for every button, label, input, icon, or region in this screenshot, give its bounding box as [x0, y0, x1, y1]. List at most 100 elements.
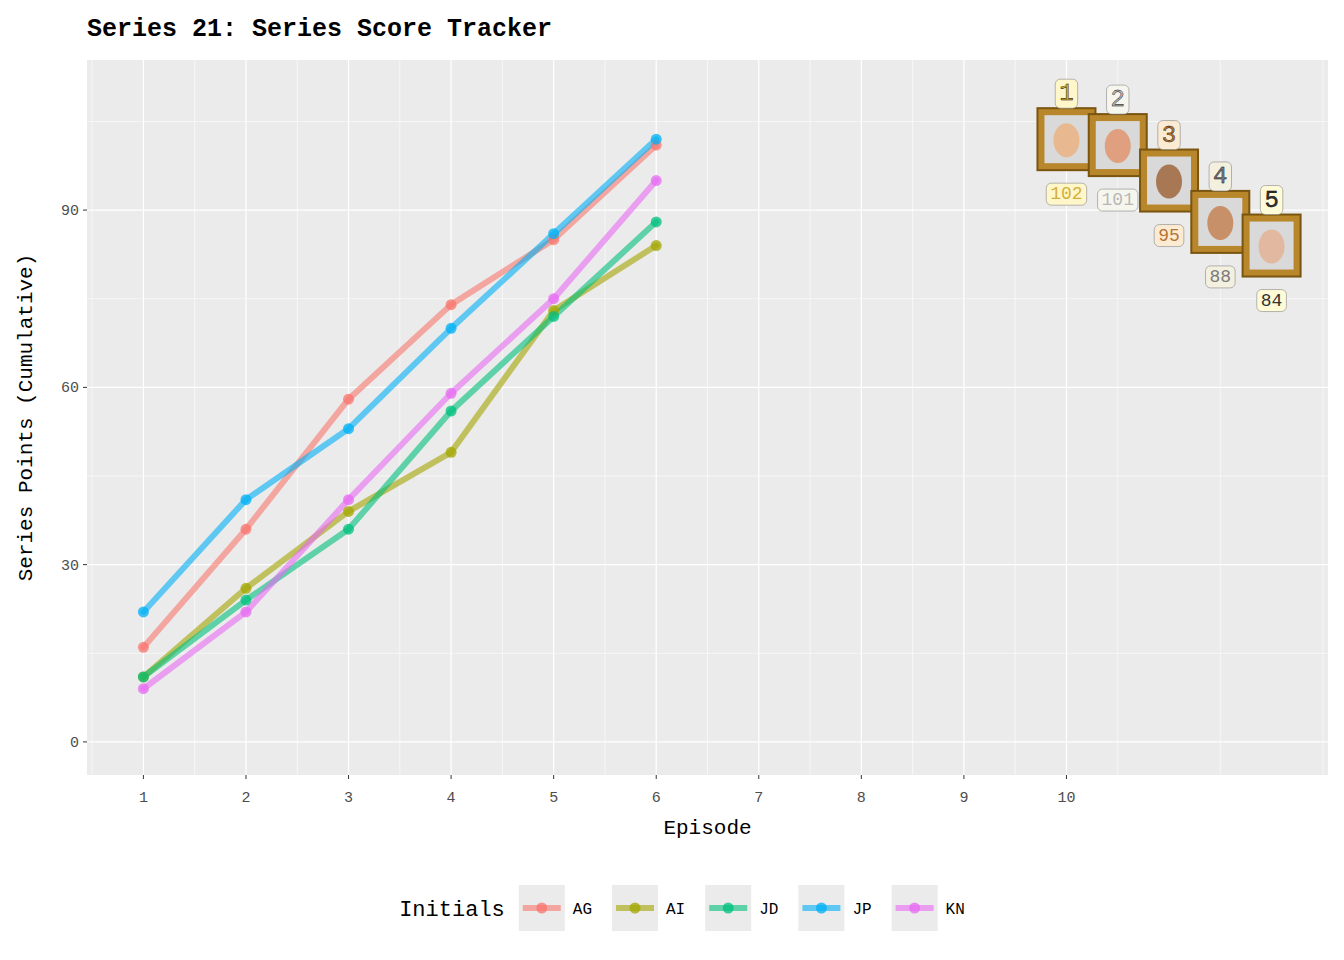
rankings: 11022101395488584: [1037, 79, 1300, 311]
portrait-face: [1156, 165, 1182, 199]
portrait-face: [1053, 123, 1079, 157]
chart: 123456789100306090Series 21: Series Scor…: [0, 0, 1344, 960]
legend-key-point: [536, 903, 547, 914]
point: [343, 506, 354, 517]
tick: [245, 775, 246, 779]
portrait-bg: [1198, 198, 1242, 246]
y-tick-label: 60: [61, 380, 79, 397]
point: [343, 524, 354, 535]
tick: [758, 775, 759, 779]
portrait-bg: [1096, 121, 1140, 169]
ranking-entry: 1 102: [1037, 79, 1095, 205]
rank-label: 3: [1162, 122, 1176, 149]
series-line: [143, 139, 656, 612]
label-patch: [1209, 162, 1231, 191]
score-label: 84: [1261, 291, 1283, 311]
x-tick-label: 5: [549, 790, 558, 807]
rank-label: 5: [1264, 187, 1278, 214]
ranking-entry: 488: [1191, 162, 1249, 288]
point: [548, 228, 559, 239]
minor-grid-line: [604, 60, 605, 775]
tick: [1066, 775, 1067, 779]
rank-label: 1: [1059, 80, 1073, 107]
y-tick-label: 90: [61, 203, 79, 220]
frame: [1140, 150, 1198, 212]
x-tick-label: 8: [857, 790, 866, 807]
legend-label: JP: [852, 901, 871, 919]
x-tick-label: 3: [344, 790, 353, 807]
series-line: [143, 246, 656, 677]
portrait-face: [1207, 206, 1233, 240]
x-tick-label: 9: [959, 790, 968, 807]
background: [0, 0, 1344, 960]
rank-label: 4: [1213, 163, 1227, 190]
minor-grid-line: [194, 60, 195, 775]
y-tick-label: 0: [70, 735, 79, 752]
frame: [1089, 114, 1147, 176]
tick: [861, 775, 862, 779]
x-axis-title: Episode: [663, 817, 751, 840]
y-axis-title: Series Points (Cumulative): [15, 254, 38, 582]
label-patch: [1158, 121, 1180, 150]
point: [240, 524, 251, 535]
point: [138, 671, 149, 682]
frame: [1243, 215, 1301, 277]
portrait-face: [1105, 129, 1131, 163]
point: [138, 642, 149, 653]
point: [138, 683, 149, 694]
minor-grid-line: [502, 60, 503, 775]
portrait-bg: [1044, 115, 1088, 163]
x-tick-label: 6: [652, 790, 661, 807]
point: [138, 671, 149, 682]
point: [651, 175, 662, 186]
score-label: 102: [1050, 184, 1082, 204]
minor-grid-line: [810, 60, 811, 775]
legend-label: JD: [759, 901, 778, 919]
label-patch: [1154, 225, 1184, 247]
grid-line: [245, 60, 246, 775]
legend-key-bg: [798, 885, 844, 931]
label-patch: [1257, 290, 1287, 312]
minor-grid-line: [87, 476, 1328, 477]
tick: [348, 775, 349, 779]
minor-grid-line: [399, 60, 400, 775]
grid-line: [758, 60, 759, 775]
point: [548, 311, 559, 322]
minor-grid-line: [297, 60, 298, 775]
grid-line: [87, 387, 1328, 388]
tick: [83, 564, 87, 565]
tick: [451, 775, 452, 779]
legend-key-point: [909, 903, 920, 914]
series-line: [143, 181, 656, 689]
score-label: 101: [1102, 190, 1134, 210]
point: [240, 606, 251, 617]
legend: InitialsAGAIJDJPKN: [399, 885, 965, 931]
minor-grid-line: [1322, 60, 1323, 775]
point: [651, 240, 662, 251]
legend-key-point: [723, 903, 734, 914]
legend-key-bg: [612, 885, 658, 931]
frame: [1191, 191, 1249, 253]
x-tick-label: 2: [241, 790, 250, 807]
label-patch: [1098, 189, 1138, 211]
label-patch: [1046, 183, 1086, 205]
point: [446, 406, 457, 417]
minor-grid-line: [912, 60, 913, 775]
tick: [656, 775, 657, 779]
minor-grid-line: [707, 60, 708, 775]
grid-line: [553, 60, 554, 775]
point: [138, 606, 149, 617]
grid-line: [450, 60, 451, 775]
point: [240, 494, 251, 505]
plot-panel: [87, 60, 1328, 775]
x-tick-label: 4: [447, 790, 456, 807]
tick: [83, 210, 87, 211]
minor-grid-line: [87, 298, 1328, 299]
minor-grid-line: [87, 653, 1328, 654]
legend-label: AI: [666, 901, 685, 919]
point: [446, 299, 457, 310]
label-patch: [1206, 266, 1236, 288]
grid-line: [656, 60, 657, 775]
y-tick-label: 30: [61, 558, 79, 575]
legend-title: Initials: [399, 898, 505, 923]
